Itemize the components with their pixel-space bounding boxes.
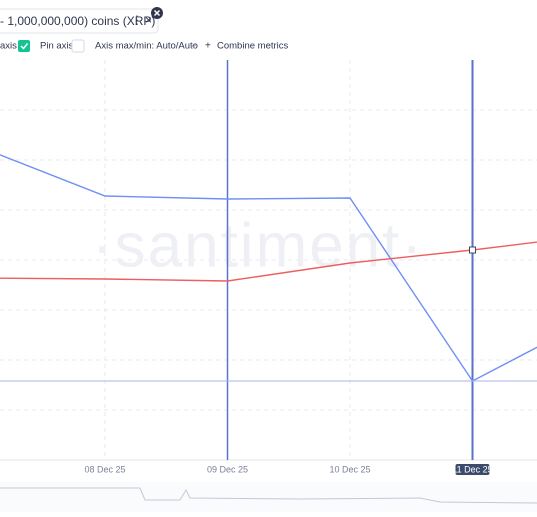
chevron: [190, 44, 197, 48]
x-tick-label: 09 Dec 25: [207, 464, 248, 474]
series-line: [0, 241, 537, 282]
menu-dots[interactable]: ⋮: [131, 13, 143, 27]
pin-axis-checkbox[interactable]: [71, 39, 85, 53]
plus: +: [205, 41, 211, 52]
remove-metric[interactable]: ×: [145, 13, 152, 27]
watermark: ·santiment·: [92, 211, 424, 280]
close-icon: [153, 9, 161, 17]
x-label-highlight: [455, 464, 490, 475]
axis-maxmin[interactable]: Axis max/min: Auto/Auto: [95, 41, 198, 52]
x-tick-label: 08 Dec 25: [84, 464, 125, 474]
hover-point: [469, 246, 476, 254]
minimap: [0, 482, 537, 512]
series-line: [0, 154, 537, 382]
metric-pill: [0, 8, 159, 34]
axis-checkbox[interactable]: [18, 40, 30, 52]
x-tick-label: 11 Dec 25: [452, 464, 492, 474]
x-tick-label: 10 Dec 25: [329, 464, 370, 474]
combine-metrics[interactable]: Combine metrics: [217, 41, 289, 52]
axis-label: axis: [0, 41, 17, 52]
metric-label: - 1,000,000,000) coins (XRP): [0, 14, 155, 28]
pin-axis-label: Pin axis: [40, 41, 74, 52]
minimap-line: [0, 487, 537, 504]
check-icon: [20, 43, 29, 50]
grid: [0, 60, 537, 460]
